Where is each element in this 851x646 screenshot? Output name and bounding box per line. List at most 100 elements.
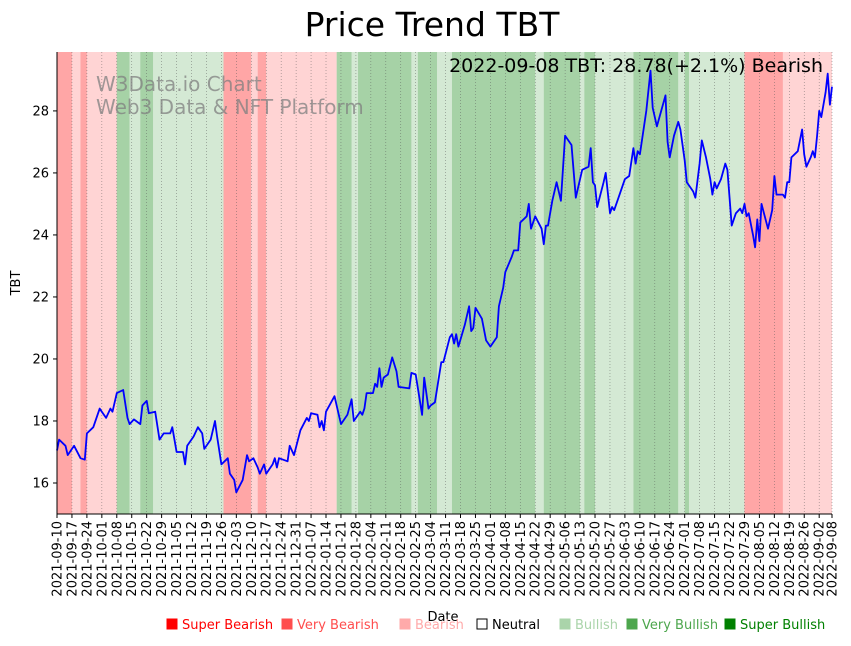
- chart-title: Price Trend TBT: [305, 5, 561, 44]
- x-tick-label: 2022-08-05: [753, 521, 768, 597]
- x-tick-label: 2022-05-06: [559, 521, 574, 597]
- x-tick-label: 2022-02-11: [379, 521, 394, 597]
- x-tick-label: 2022-02-04: [364, 521, 379, 597]
- x-tick-label: 2021-12-10: [245, 521, 260, 597]
- legend-swatch: [399, 618, 411, 630]
- legend-label: Super Bullish: [740, 618, 825, 633]
- x-tick-label: 2022-08-26: [798, 521, 813, 597]
- y-tick-label: 28: [32, 104, 49, 119]
- x-tick-label: 2022-04-29: [544, 521, 559, 597]
- x-tick-label: 2021-10-01: [95, 521, 110, 597]
- x-tick-label: 2021-12-17: [260, 521, 275, 597]
- x-tick-label: 2022-04-01: [484, 521, 499, 597]
- sentiment-band: [116, 52, 130, 514]
- x-tick-label: 2022-05-27: [603, 521, 618, 597]
- x-tick-label: 2021-12-03: [230, 521, 245, 597]
- y-tick-label: 22: [32, 290, 49, 305]
- legend-swatch: [626, 618, 638, 630]
- legend-swatch: [476, 618, 488, 630]
- y-ticks: 16 18 20 22 24 26 28: [32, 104, 57, 491]
- axes: [56, 52, 832, 515]
- sentiment-band: [223, 52, 252, 514]
- x-tick-label: 2022-07-01: [678, 521, 693, 597]
- x-tick-label: 2022-03-04: [424, 521, 439, 597]
- sentiment-band: [451, 52, 536, 514]
- sentiment-band: [580, 52, 585, 514]
- x-tick-label: 2022-02-18: [394, 521, 409, 597]
- x-tick-label: 2022-04-08: [499, 521, 514, 597]
- y-tick-label: 24: [32, 228, 49, 243]
- sentiment-band: [684, 52, 689, 514]
- sentiment-band: [71, 52, 81, 514]
- sentiment-band: [358, 52, 412, 514]
- legend-label: Super Bearish: [182, 618, 273, 633]
- x-tick-label: 2022-06-24: [663, 521, 678, 597]
- x-tick-label: 2021-11-26: [215, 521, 230, 597]
- x-tick-label: 2022-08-12: [768, 521, 783, 597]
- sentiment-bands: [57, 52, 832, 514]
- x-tick-label: 2022-07-29: [738, 521, 753, 597]
- x-tick-label: 2022-05-13: [574, 521, 589, 597]
- sentiment-band: [678, 52, 685, 514]
- x-tick-label: 2021-11-05: [170, 521, 185, 597]
- sentiment-band: [543, 52, 581, 514]
- y-tick-label: 18: [32, 414, 49, 429]
- x-tick-label: 2022-08-19: [783, 521, 798, 597]
- y-tick-label: 16: [32, 476, 49, 491]
- legend-swatch: [559, 618, 571, 630]
- x-tick-label: 2022-04-15: [514, 521, 529, 597]
- sentiment-band: [251, 52, 258, 514]
- x-tick-label: 2022-09-08: [826, 521, 841, 597]
- price-series-line: [56, 69, 833, 494]
- x-tick-label: 2021-09-24: [80, 521, 95, 597]
- x-tick-label: 2022-06-03: [618, 521, 633, 597]
- x-tick-label: 2022-06-17: [648, 521, 663, 597]
- legend-label: Bullish: [575, 618, 618, 633]
- x-tick-label: 2022-03-18: [454, 521, 469, 597]
- x-tick-label: 2022-09-02: [813, 521, 828, 597]
- sentiment-band: [80, 52, 87, 514]
- sentiment-band: [584, 52, 596, 514]
- sentiment-band: [744, 52, 783, 514]
- sentiment-band: [266, 52, 337, 514]
- watermark-line-2: Web3 Data & NFT Platform: [96, 95, 364, 119]
- x-tick-label: 2022-07-08: [693, 521, 708, 597]
- x-tick-label: 2022-01-14: [320, 521, 335, 597]
- x-tick-label: 2022-02-25: [409, 521, 424, 597]
- x-tick-label: 2021-11-19: [200, 521, 215, 597]
- latest-price-annotation: 2022-09-08 TBT: 28.78(+2.1%) Bearish: [449, 55, 823, 77]
- legend-swatch: [281, 618, 293, 630]
- x-tick-label: 2022-07-22: [723, 521, 738, 597]
- x-tick-label: 2021-10-22: [140, 521, 155, 597]
- x-tick-label: 2022-07-15: [708, 521, 723, 597]
- sentiment-band: [129, 52, 141, 514]
- x-tick-label: 2021-09-10: [51, 521, 66, 597]
- y-tick-label: 26: [32, 166, 49, 181]
- x-tick-label: 2021-12-31: [290, 521, 305, 597]
- legend-swatch: [166, 618, 178, 630]
- x-tick-label: 2022-04-22: [529, 521, 544, 597]
- x-tick-label: 2021-11-12: [185, 521, 200, 597]
- sentiment-band: [351, 52, 359, 514]
- x-tick-label: 2021-09-17: [65, 521, 80, 597]
- y-tick-label: 20: [32, 352, 49, 367]
- watermark-line-1: W3Data.io Chart: [96, 72, 262, 96]
- sentiment-band: [595, 52, 610, 514]
- x-tick-label: 2022-01-21: [334, 521, 349, 597]
- sentiment-band: [437, 52, 452, 514]
- x-tick-label: 2022-03-11: [439, 521, 454, 597]
- legend-label: Neutral: [492, 618, 540, 633]
- legend-label: Very Bullish: [642, 618, 718, 633]
- sentiment-band: [336, 52, 352, 514]
- sentiment-band: [609, 52, 634, 514]
- x-axis-label: Date: [427, 610, 458, 625]
- sentiment-band: [417, 52, 438, 514]
- x-tick-label: 2022-06-10: [633, 521, 648, 597]
- sentiment-band: [782, 52, 832, 514]
- x-tick-label: 2022-03-25: [469, 521, 484, 597]
- x-tick-label: 2021-10-08: [110, 521, 125, 597]
- sentiment-band: [535, 52, 544, 514]
- sentiment-band: [57, 52, 72, 514]
- x-tick-label: 2022-01-28: [349, 521, 364, 597]
